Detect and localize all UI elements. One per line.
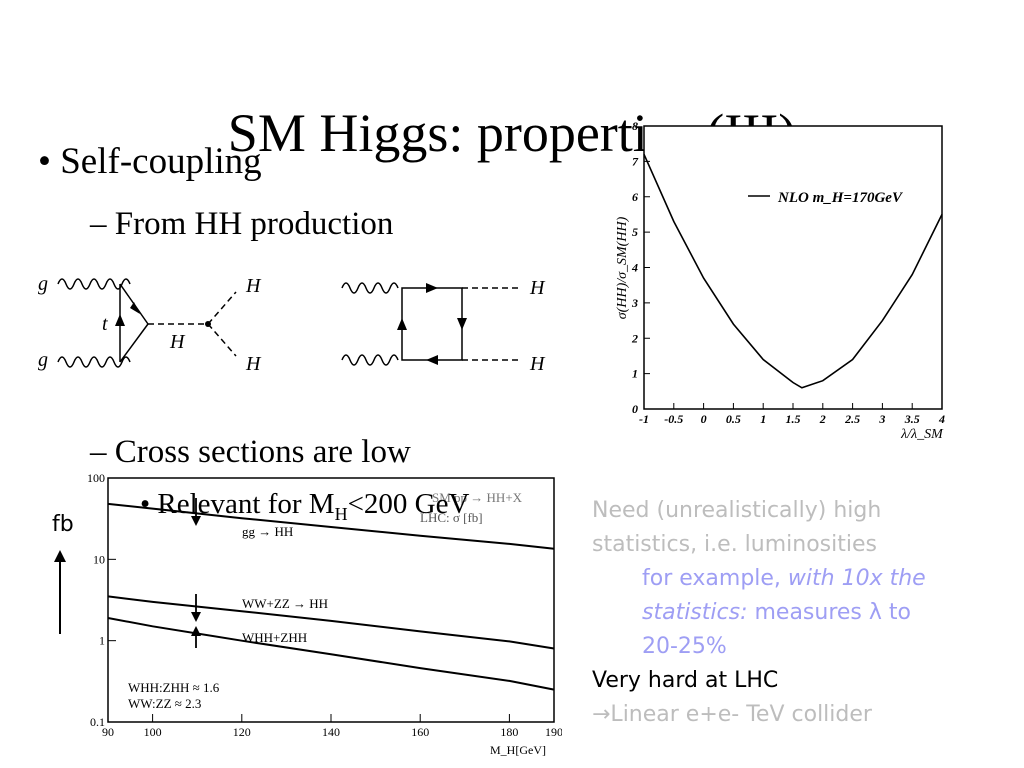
legend-text: NLO m_H=170GeV bbox=[777, 190, 904, 206]
gluon-line-top bbox=[341, 282, 399, 294]
x-tick-label: 160 bbox=[411, 725, 429, 739]
down-arrow-icon bbox=[191, 612, 201, 622]
fermion-arrow-icon bbox=[426, 355, 438, 365]
bullet-cross-sections: – Cross sections are low bbox=[90, 434, 411, 470]
higgs-label-top: H bbox=[529, 277, 546, 299]
bullet-self-coupling-text: Self-coupling bbox=[60, 141, 262, 182]
series-label-whh: WHH+ZHH bbox=[242, 630, 307, 645]
x-axis-label: M_H[GeV] bbox=[490, 743, 546, 757]
x-tick-label: 1.5 bbox=[786, 412, 801, 426]
y-tick-label: 5 bbox=[632, 225, 638, 239]
y-tick-label: 10 bbox=[93, 552, 105, 566]
x-tick-label: 3 bbox=[878, 412, 885, 426]
feynman-diagrams: g g t H H H H H bbox=[38, 273, 546, 375]
y-tick-label: 0.1 bbox=[90, 715, 105, 729]
x-tick-label: 180 bbox=[500, 725, 518, 739]
note-line-3-italic: with 10x the bbox=[787, 566, 926, 591]
higgs-label-bottom: H bbox=[529, 353, 546, 375]
self-coupling-chart: -1 -0.5 0 0.5 1 1.5 2 2.5 3 3.5 4 0 1 2 3 4 5 6 7 8 NLO m_H… bbox=[615, 119, 945, 442]
fermion-arrow-icon bbox=[426, 283, 438, 293]
y-tick-label: 7 bbox=[632, 154, 639, 168]
bullet-relevant-sub: H bbox=[334, 503, 348, 524]
note-line-4-italic: statistics: bbox=[642, 600, 748, 625]
x-tick-label: 0.5 bbox=[726, 412, 741, 426]
y-tick-label: 100 bbox=[87, 471, 105, 485]
series-line-2 bbox=[107, 617, 555, 691]
bullet-dot-icon: • bbox=[38, 141, 61, 182]
x-tick-label: 1 bbox=[760, 412, 766, 426]
x-axis-label: λ/λ_SM bbox=[900, 427, 944, 442]
x-tick-label: 120 bbox=[233, 725, 251, 739]
series-label-gg: gg → HH bbox=[242, 524, 293, 539]
up-arrow-icon bbox=[191, 626, 201, 636]
note-line-1: Need (unrealistically) high bbox=[592, 498, 882, 523]
y-tick-label: 3 bbox=[631, 296, 638, 310]
plot-frame bbox=[643, 125, 943, 410]
feynman-diagram-box: H H bbox=[341, 277, 546, 375]
fermion-arrow-icon bbox=[457, 318, 467, 330]
note-line-4: statistics: measures λ to bbox=[642, 596, 911, 630]
y-tick-label: 2 bbox=[631, 331, 638, 345]
y-tick-label: 1 bbox=[99, 634, 105, 648]
marker-arrows bbox=[191, 498, 201, 648]
x-tick-label: 90 bbox=[102, 725, 114, 739]
series-line-1 bbox=[107, 595, 555, 650]
note-line-5: 20-25% bbox=[642, 634, 727, 659]
y-tick-label: 6 bbox=[632, 190, 638, 204]
y-tick-label: 0 bbox=[632, 402, 638, 416]
gluon-line-bottom bbox=[57, 356, 131, 368]
gluon-line-bottom bbox=[341, 354, 399, 366]
bullet-relevant-suffix: <200 GeV bbox=[347, 488, 470, 520]
top-quark-label: t bbox=[102, 313, 108, 335]
higgs-label-propagator: H bbox=[169, 331, 186, 353]
down-arrow-icon bbox=[191, 516, 201, 526]
bullet-self-coupling: • Self-coupling bbox=[38, 140, 262, 184]
x-tick-label: 3.5 bbox=[904, 412, 920, 426]
cross-section-chart: 90 100 120 140 160 180 190 0.1 1 10 100 SM pp → HH… bbox=[87, 471, 562, 757]
gluon-label-top: g bbox=[38, 273, 48, 295]
note-line-6: Very hard at LHC bbox=[592, 668, 779, 693]
plot-frame bbox=[107, 477, 555, 723]
higgs-label-bottom: H bbox=[245, 353, 262, 375]
y-tick-label: 4 bbox=[631, 261, 638, 275]
x-tick-label: 0 bbox=[701, 412, 707, 426]
x-tick-label: 190 bbox=[545, 725, 562, 739]
chart-header: LHC: σ [fb] bbox=[420, 510, 483, 525]
fermion-arrow-icon bbox=[115, 314, 125, 326]
x-tick-label: 4 bbox=[938, 412, 945, 426]
x-tick-label: 2 bbox=[819, 412, 826, 426]
series-line-nlo bbox=[643, 153, 943, 389]
note-line-3-normal: for example, bbox=[642, 566, 788, 591]
x-tick-label: 2.5 bbox=[844, 412, 860, 426]
gluon-line-top bbox=[57, 278, 131, 290]
bullet-relevant-prefix: Relevant for M bbox=[157, 488, 335, 520]
series-label-wwzz: WW+ZZ → HH bbox=[242, 596, 328, 611]
x-tick-label: -1 bbox=[639, 412, 649, 426]
y-tick-label: 8 bbox=[632, 119, 638, 133]
note-line-2: statistics, i.e. luminosities bbox=[592, 532, 877, 557]
annotation-whh-zhh: WHH:ZHH ≈ 1.6 bbox=[128, 680, 220, 695]
up-arrow-icon bbox=[54, 550, 66, 634]
x-tick-label: 100 bbox=[144, 725, 162, 739]
note-line-7: →Linear e+e- TeV collider bbox=[592, 702, 872, 727]
annotation-ww-zz: WW:ZZ ≈ 2.3 bbox=[128, 696, 201, 711]
bullet-dot-icon: • bbox=[140, 488, 158, 520]
bullet-relevant-mh: • Relevant for MH<200 GeV bbox=[140, 486, 469, 532]
y-tick-label: 1 bbox=[632, 367, 638, 381]
bullet-hh-production: – From HH production bbox=[90, 206, 394, 242]
y-axis-label: σ(HH)/σ_SM(HH) bbox=[615, 216, 630, 319]
gluon-label-bottom: g bbox=[38, 349, 48, 371]
note-line-3: for example, with 10x the bbox=[642, 562, 926, 596]
chart-header-partial: SM pp → HH+X bbox=[432, 490, 523, 505]
higgs-label-top: H bbox=[245, 275, 262, 297]
feynman-diagram-triangle: g g t H H H bbox=[38, 273, 262, 375]
series-line-0 bbox=[107, 502, 555, 550]
x-tick-label: 140 bbox=[322, 725, 340, 739]
fb-label: fb bbox=[52, 512, 74, 537]
note-line-4-normal: measures λ to bbox=[747, 600, 911, 625]
fermion-arrow-icon bbox=[397, 318, 407, 330]
x-tick-label: -0.5 bbox=[664, 412, 683, 426]
fermion-arrow-icon bbox=[130, 302, 140, 314]
